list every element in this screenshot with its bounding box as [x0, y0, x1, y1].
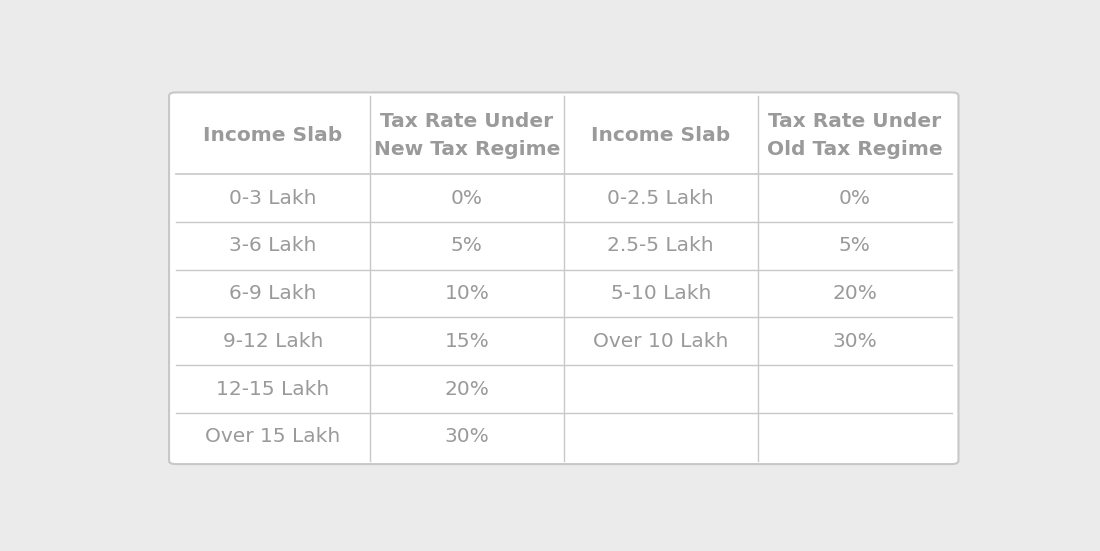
FancyBboxPatch shape: [169, 93, 958, 464]
Text: 6-9 Lakh: 6-9 Lakh: [229, 284, 317, 303]
Text: Tax Rate Under
Old Tax Regime: Tax Rate Under Old Tax Regime: [767, 111, 943, 159]
Text: 30%: 30%: [833, 332, 877, 351]
Text: 5%: 5%: [838, 236, 870, 255]
Text: 2.5-5 Lakh: 2.5-5 Lakh: [607, 236, 714, 255]
Text: Over 10 Lakh: Over 10 Lakh: [593, 332, 728, 351]
Text: Income Slab: Income Slab: [204, 126, 342, 144]
Text: 0-3 Lakh: 0-3 Lakh: [229, 188, 317, 208]
Text: 30%: 30%: [444, 428, 490, 446]
Text: 20%: 20%: [444, 380, 490, 398]
Text: 3-6 Lakh: 3-6 Lakh: [229, 236, 317, 255]
Text: 0-2.5 Lakh: 0-2.5 Lakh: [607, 188, 714, 208]
Text: Over 15 Lakh: Over 15 Lakh: [206, 428, 341, 446]
Text: 15%: 15%: [444, 332, 490, 351]
Text: 5%: 5%: [451, 236, 483, 255]
Text: 12-15 Lakh: 12-15 Lakh: [217, 380, 330, 398]
Text: Tax Rate Under
New Tax Regime: Tax Rate Under New Tax Regime: [374, 111, 560, 159]
Text: 10%: 10%: [444, 284, 490, 303]
Text: 5-10 Lakh: 5-10 Lakh: [610, 284, 711, 303]
Text: 20%: 20%: [833, 284, 877, 303]
Text: 9-12 Lakh: 9-12 Lakh: [222, 332, 323, 351]
Text: 0%: 0%: [451, 188, 483, 208]
Text: 0%: 0%: [838, 188, 871, 208]
Text: Income Slab: Income Slab: [591, 126, 730, 144]
